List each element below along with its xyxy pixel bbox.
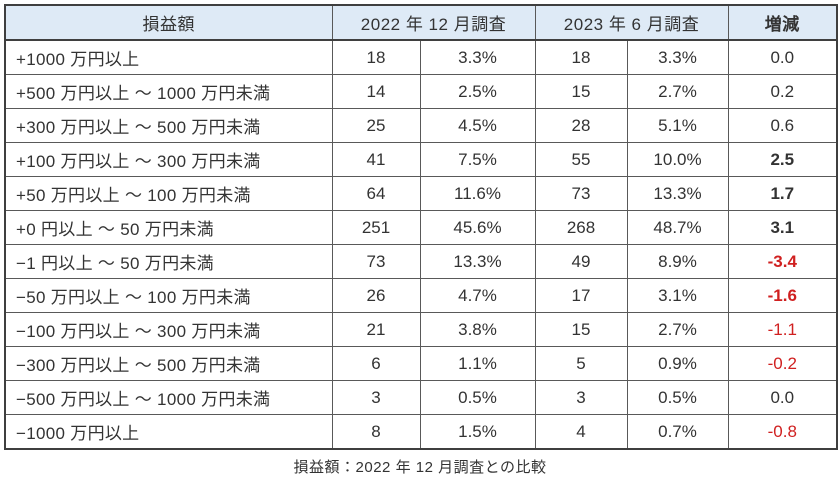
pct-2022-cell: 13.3% bbox=[419, 244, 536, 279]
pct-2022-cell: 45.6% bbox=[419, 210, 536, 245]
pct-2022-cell: 3.8% bbox=[419, 312, 536, 347]
count-2022-cell: 64 bbox=[331, 176, 421, 211]
profit-loss-table: 損益額 2022 年 12 月調査 2023 年 6 月調査 増減 +1000 … bbox=[4, 4, 839, 450]
row-label: −500 万円以上 ～ 1000 万円未満 bbox=[4, 380, 333, 415]
count-2022-cell: 21 bbox=[331, 312, 421, 347]
count-2023-cell: 15 bbox=[534, 74, 628, 109]
table-row: −1 円以上 ～ 50 万円未満 73 13.3% 49 8.9% -3.4 bbox=[4, 244, 838, 279]
diff-cell: -1.6 bbox=[727, 278, 838, 313]
count-2022-cell: 25 bbox=[331, 108, 421, 143]
header-survey-2022: 2022 年 12 月調査 bbox=[331, 4, 536, 41]
pct-2022-cell: 4.7% bbox=[419, 278, 536, 313]
count-2022-cell: 18 bbox=[331, 39, 421, 75]
count-2023-cell: 17 bbox=[534, 278, 628, 313]
table-row: −1000 万円以上 8 1.5% 4 0.7% -0.8 bbox=[4, 414, 838, 450]
row-label: −50 万円以上 ～ 100 万円未満 bbox=[4, 278, 333, 313]
diff-cell: 3.1 bbox=[727, 210, 838, 245]
diff-cell: 0.6 bbox=[727, 108, 838, 143]
row-label: −1000 万円以上 bbox=[4, 414, 333, 450]
table-row: +500 万円以上 ～ 1000 万円未満 14 2.5% 15 2.7% 0.… bbox=[4, 74, 838, 109]
count-2023-cell: 18 bbox=[534, 39, 628, 75]
count-2022-cell: 3 bbox=[331, 380, 421, 415]
row-label: −1 円以上 ～ 50 万円未満 bbox=[4, 244, 333, 279]
row-label: +0 円以上 ～ 50 万円未満 bbox=[4, 210, 333, 245]
row-label: +1000 万円以上 bbox=[4, 39, 333, 75]
table-row: +100 万円以上 ～ 300 万円未満 41 7.5% 55 10.0% 2.… bbox=[4, 142, 838, 177]
table-row: −50 万円以上 ～ 100 万円未満 26 4.7% 17 3.1% -1.6 bbox=[4, 278, 838, 313]
pct-2023-cell: 2.7% bbox=[626, 312, 729, 347]
count-2023-cell: 49 bbox=[534, 244, 628, 279]
pct-2023-cell: 13.3% bbox=[626, 176, 729, 211]
pct-2022-cell: 3.3% bbox=[419, 39, 536, 75]
pct-2023-cell: 0.7% bbox=[626, 414, 729, 450]
table-row: +0 円以上 ～ 50 万円未満 251 45.6% 268 48.7% 3.1 bbox=[4, 210, 838, 245]
count-2022-cell: 26 bbox=[331, 278, 421, 313]
header-survey-2023: 2023 年 6 月調査 bbox=[534, 4, 729, 41]
diff-cell: 0.0 bbox=[727, 39, 838, 75]
pct-2023-cell: 3.1% bbox=[626, 278, 729, 313]
pct-2023-cell: 3.3% bbox=[626, 39, 729, 75]
pct-2023-cell: 48.7% bbox=[626, 210, 729, 245]
count-2022-cell: 251 bbox=[331, 210, 421, 245]
diff-cell: 1.7 bbox=[727, 176, 838, 211]
diff-cell: -1.1 bbox=[727, 312, 838, 347]
table-row: −300 万円以上 ～ 500 万円未満 6 1.1% 5 0.9% -0.2 bbox=[4, 346, 838, 381]
diff-cell: 2.5 bbox=[727, 142, 838, 177]
table-row: −100 万円以上 ～ 300 万円未満 21 3.8% 15 2.7% -1.… bbox=[4, 312, 838, 347]
count-2023-cell: 3 bbox=[534, 380, 628, 415]
table-row: +1000 万円以上 18 3.3% 18 3.3% 0.0 bbox=[4, 39, 838, 75]
header-diff-col: 増減 bbox=[727, 4, 838, 41]
pct-2022-cell: 1.1% bbox=[419, 346, 536, 381]
table-header: 損益額 2022 年 12 月調査 2023 年 6 月調査 増減 bbox=[4, 4, 838, 41]
header-label-col: 損益額 bbox=[4, 4, 333, 41]
diff-cell: -0.2 bbox=[727, 346, 838, 381]
count-2023-cell: 28 bbox=[534, 108, 628, 143]
count-2023-cell: 73 bbox=[534, 176, 628, 211]
row-label: +50 万円以上 ～ 100 万円未満 bbox=[4, 176, 333, 211]
count-2023-cell: 268 bbox=[534, 210, 628, 245]
row-label: +100 万円以上 ～ 300 万円未満 bbox=[4, 142, 333, 177]
row-label: +300 万円以上 ～ 500 万円未満 bbox=[4, 108, 333, 143]
pct-2022-cell: 4.5% bbox=[419, 108, 536, 143]
count-2023-cell: 4 bbox=[534, 414, 628, 450]
diff-cell: 0.0 bbox=[727, 380, 838, 415]
table-row: +300 万円以上 ～ 500 万円未満 25 4.5% 28 5.1% 0.6 bbox=[4, 108, 838, 143]
pct-2022-cell: 7.5% bbox=[419, 142, 536, 177]
pct-2023-cell: 2.7% bbox=[626, 74, 729, 109]
table-body: +1000 万円以上 18 3.3% 18 3.3% 0.0 +500 万円以上… bbox=[4, 39, 838, 450]
row-label: −100 万円以上 ～ 300 万円未満 bbox=[4, 312, 333, 347]
count-2023-cell: 55 bbox=[534, 142, 628, 177]
table-caption: 損益額：2022 年 12 月調査との比較 bbox=[293, 459, 547, 476]
table-row: −500 万円以上 ～ 1000 万円未満 3 0.5% 3 0.5% 0.0 bbox=[4, 380, 838, 415]
pct-2022-cell: 1.5% bbox=[419, 414, 536, 450]
pct-2022-cell: 11.6% bbox=[419, 176, 536, 211]
pct-2023-cell: 5.1% bbox=[626, 108, 729, 143]
table-row: +50 万円以上 ～ 100 万円未満 64 11.6% 73 13.3% 1.… bbox=[4, 176, 838, 211]
pct-2023-cell: 8.9% bbox=[626, 244, 729, 279]
pct-2022-cell: 0.5% bbox=[419, 380, 536, 415]
row-label: −300 万円以上 ～ 500 万円未満 bbox=[4, 346, 333, 381]
pct-2023-cell: 0.9% bbox=[626, 346, 729, 381]
count-2022-cell: 73 bbox=[331, 244, 421, 279]
count-2023-cell: 5 bbox=[534, 346, 628, 381]
count-2023-cell: 15 bbox=[534, 312, 628, 347]
count-2022-cell: 41 bbox=[331, 142, 421, 177]
count-2022-cell: 14 bbox=[331, 74, 421, 109]
diff-cell: -3.4 bbox=[727, 244, 838, 279]
count-2022-cell: 8 bbox=[331, 414, 421, 450]
row-label: +500 万円以上 ～ 1000 万円未満 bbox=[4, 74, 333, 109]
header-row: 損益額 2022 年 12 月調査 2023 年 6 月調査 増減 bbox=[4, 4, 838, 41]
pct-2023-cell: 10.0% bbox=[626, 142, 729, 177]
count-2022-cell: 6 bbox=[331, 346, 421, 381]
diff-cell: -0.8 bbox=[727, 414, 838, 450]
diff-cell: 0.2 bbox=[727, 74, 838, 109]
pct-2023-cell: 0.5% bbox=[626, 380, 729, 415]
pct-2022-cell: 2.5% bbox=[419, 74, 536, 109]
